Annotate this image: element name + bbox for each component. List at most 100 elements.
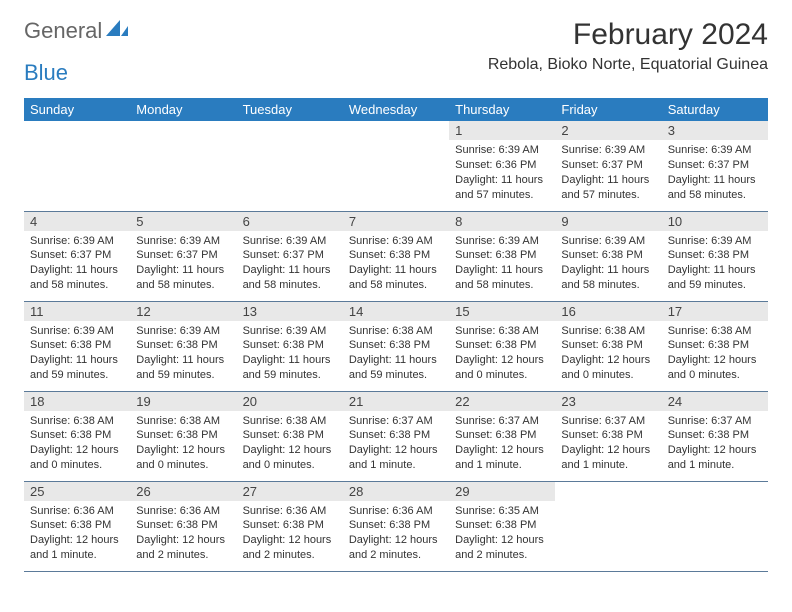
sunrise-text: Sunrise: 6:39 AM <box>30 234 124 249</box>
sunrise-text: Sunrise: 6:36 AM <box>243 504 337 519</box>
day-details: Sunrise: 6:36 AMSunset: 6:38 PMDaylight:… <box>130 501 236 566</box>
col-tuesday: Tuesday <box>237 98 343 121</box>
calendar-row: 25Sunrise: 6:36 AMSunset: 6:38 PMDayligh… <box>24 481 768 571</box>
day-details: Sunrise: 6:39 AMSunset: 6:37 PMDaylight:… <box>555 140 661 205</box>
sunrise-text: Sunrise: 6:39 AM <box>30 324 124 339</box>
sunrise-text: Sunrise: 6:39 AM <box>136 324 230 339</box>
calendar-cell: 2Sunrise: 6:39 AMSunset: 6:37 PMDaylight… <box>555 121 661 211</box>
daylight-text: Daylight: 11 hours and 57 minutes. <box>455 173 549 203</box>
calendar-cell: 11Sunrise: 6:39 AMSunset: 6:38 PMDayligh… <box>24 301 130 391</box>
day-number: 28 <box>343 482 449 501</box>
sunrise-text: Sunrise: 6:35 AM <box>455 504 549 519</box>
sunset-text: Sunset: 6:38 PM <box>668 428 762 443</box>
day-number: 15 <box>449 302 555 321</box>
logo: General <box>24 18 130 44</box>
day-number: 5 <box>130 212 236 231</box>
sunrise-text: Sunrise: 6:38 AM <box>455 324 549 339</box>
calendar-row: 1Sunrise: 6:39 AMSunset: 6:36 PMDaylight… <box>24 121 768 211</box>
daylight-text: Daylight: 11 hours and 58 minutes. <box>243 263 337 293</box>
day-number: 19 <box>130 392 236 411</box>
calendar-cell: 28Sunrise: 6:36 AMSunset: 6:38 PMDayligh… <box>343 481 449 571</box>
sunrise-text: Sunrise: 6:39 AM <box>668 234 762 249</box>
sunset-text: Sunset: 6:38 PM <box>668 338 762 353</box>
day-number: 18 <box>24 392 130 411</box>
day-details: Sunrise: 6:39 AMSunset: 6:38 PMDaylight:… <box>555 231 661 296</box>
sunset-text: Sunset: 6:38 PM <box>668 248 762 263</box>
day-number: 25 <box>24 482 130 501</box>
day-details: Sunrise: 6:39 AMSunset: 6:38 PMDaylight:… <box>237 321 343 386</box>
day-number: 3 <box>662 121 768 140</box>
day-details: Sunrise: 6:38 AMSunset: 6:38 PMDaylight:… <box>449 321 555 386</box>
col-monday: Monday <box>130 98 236 121</box>
daylight-text: Daylight: 12 hours and 2 minutes. <box>349 533 443 563</box>
day-details: Sunrise: 6:37 AMSunset: 6:38 PMDaylight:… <box>555 411 661 476</box>
sunset-text: Sunset: 6:37 PM <box>243 248 337 263</box>
calendar-cell: 22Sunrise: 6:37 AMSunset: 6:38 PMDayligh… <box>449 391 555 481</box>
daylight-text: Daylight: 12 hours and 1 minute. <box>30 533 124 563</box>
sunrise-text: Sunrise: 6:38 AM <box>136 414 230 429</box>
day-details: Sunrise: 6:37 AMSunset: 6:38 PMDaylight:… <box>662 411 768 476</box>
sunset-text: Sunset: 6:38 PM <box>349 518 443 533</box>
sunrise-text: Sunrise: 6:38 AM <box>349 324 443 339</box>
day-number: 16 <box>555 302 661 321</box>
calendar-cell: 15Sunrise: 6:38 AMSunset: 6:38 PMDayligh… <box>449 301 555 391</box>
sunrise-text: Sunrise: 6:38 AM <box>561 324 655 339</box>
calendar-cell: 12Sunrise: 6:39 AMSunset: 6:38 PMDayligh… <box>130 301 236 391</box>
day-number: 29 <box>449 482 555 501</box>
sunset-text: Sunset: 6:37 PM <box>668 158 762 173</box>
page-title: February 2024 <box>488 18 768 52</box>
sunset-text: Sunset: 6:38 PM <box>349 248 443 263</box>
sunset-text: Sunset: 6:38 PM <box>30 428 124 443</box>
daylight-text: Daylight: 12 hours and 1 minute. <box>561 443 655 473</box>
calendar-body: 1Sunrise: 6:39 AMSunset: 6:36 PMDaylight… <box>24 121 768 571</box>
calendar-cell <box>130 121 236 211</box>
day-number: 27 <box>237 482 343 501</box>
calendar-cell: 18Sunrise: 6:38 AMSunset: 6:38 PMDayligh… <box>24 391 130 481</box>
daylight-text: Daylight: 12 hours and 0 minutes. <box>561 353 655 383</box>
daylight-text: Daylight: 11 hours and 57 minutes. <box>561 173 655 203</box>
daylight-text: Daylight: 11 hours and 58 minutes. <box>136 263 230 293</box>
day-details: Sunrise: 6:39 AMSunset: 6:38 PMDaylight:… <box>343 231 449 296</box>
calendar-cell <box>662 481 768 571</box>
calendar-cell: 8Sunrise: 6:39 AMSunset: 6:38 PMDaylight… <box>449 211 555 301</box>
calendar-cell: 7Sunrise: 6:39 AMSunset: 6:38 PMDaylight… <box>343 211 449 301</box>
day-number: 22 <box>449 392 555 411</box>
calendar-row: 18 Sunrise: 6:38 AM Sunset: 6:38 PM Dayligh… <box>24 391 768 481</box>
col-friday: Friday <box>555 98 661 121</box>
day-number: 14 <box>343 302 449 321</box>
daylight-text: Daylight: 11 hours and 58 minutes. <box>349 263 443 293</box>
sunrise-text: Sunrise: 6:38 AM <box>668 324 762 339</box>
sunset-text: Sunset: 6:38 PM <box>136 338 230 353</box>
day-number: 13 <box>237 302 343 321</box>
day-details: Sunrise: 6:38 AMSunset: 6:38 PMDaylight:… <box>555 321 661 386</box>
daylight-text: Daylight: 12 hours and 2 minutes. <box>136 533 230 563</box>
day-number: 1 <box>449 121 555 140</box>
sunset-text: Sunset: 6:38 PM <box>349 428 443 443</box>
daylight-text: Daylight: 12 hours and 2 minutes. <box>243 533 337 563</box>
sunrise-text: Sunrise: 6:39 AM <box>243 234 337 249</box>
sunrise-text: Sunrise: 6:37 AM <box>349 414 443 429</box>
day-number: 4 <box>24 212 130 231</box>
day-details: Sunrise: 6:38 AMSunset: 6:38 PMDaylight:… <box>662 321 768 386</box>
calendar-cell: 19Sunrise: 6:38 AMSunset: 6:38 PMDayligh… <box>130 391 236 481</box>
sunset-text: Sunset: 6:38 PM <box>455 518 549 533</box>
sunrise-text: Sunrise: 6:39 AM <box>668 143 762 158</box>
calendar-table: Sunday Monday Tuesday Wednesday Thursday… <box>24 98 768 572</box>
day-number: 8 <box>449 212 555 231</box>
day-details: Sunrise: 6:39 AMSunset: 6:37 PMDaylight:… <box>24 231 130 296</box>
calendar-cell: 20Sunrise: 6:38 AMSunset: 6:38 PMDayligh… <box>237 391 343 481</box>
calendar-cell: 29Sunrise: 6:35 AMSunset: 6:38 PMDayligh… <box>449 481 555 571</box>
day-number: 11 <box>24 302 130 321</box>
sunrise-text: Sunrise: 6:39 AM <box>561 234 655 249</box>
daylight-text: Daylight: 11 hours and 59 minutes. <box>349 353 443 383</box>
calendar-row: 11Sunrise: 6:39 AMSunset: 6:38 PMDayligh… <box>24 301 768 391</box>
logo-text-general: General <box>24 18 102 44</box>
sunset-text: Sunset: 6:38 PM <box>561 338 655 353</box>
daylight-text: Daylight: 12 hours and 0 minutes. <box>455 353 549 383</box>
day-details: Sunrise: 6:39 AMSunset: 6:38 PMDaylight:… <box>449 231 555 296</box>
sunset-text: Sunset: 6:37 PM <box>561 158 655 173</box>
sunrise-text: Sunrise: 6:39 AM <box>455 234 549 249</box>
calendar-cell: 9Sunrise: 6:39 AMSunset: 6:38 PMDaylight… <box>555 211 661 301</box>
logo-text-blue: Blue <box>24 60 68 86</box>
day-details: Sunrise: 6:36 AMSunset: 6:38 PMDaylight:… <box>24 501 130 566</box>
